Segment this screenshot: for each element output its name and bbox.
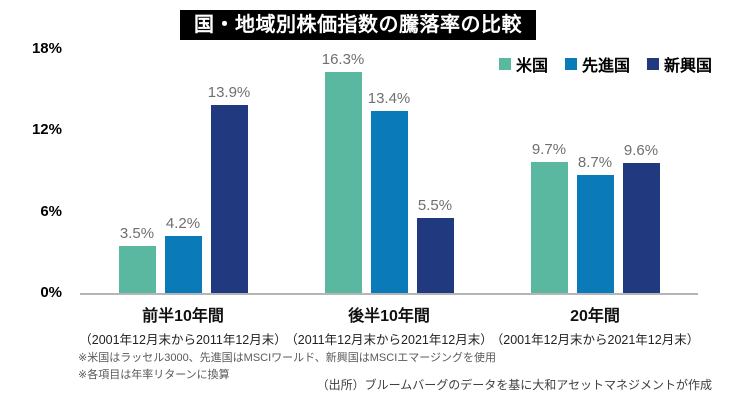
bar-value-label: 9.6% <box>623 141 659 159</box>
x-axis-label-sub: （2001年12月末から2011年12月末） <box>79 333 287 347</box>
bar-group: 9.7% 8.7% 9.6% 20年間 （2001年12月末から2021年12月末） <box>491 141 699 347</box>
y-axis-tick: 18% <box>31 40 62 57</box>
bar-wrap: 9.7% <box>530 141 568 293</box>
x-axis-label: 20年間 （2001年12月末から2021年12月末） <box>491 302 699 348</box>
bar-value-label: 4.2% <box>165 215 201 233</box>
bar-新興国 <box>210 104 248 293</box>
bar-wrap: 9.6% <box>622 142 660 293</box>
y-axis-tick: 12% <box>31 121 62 139</box>
x-axis-label-sub: （2001年12月末から2021年12月末） <box>490 333 700 347</box>
bar-先進国 <box>576 175 614 293</box>
chart-title: 国・地域別株価指数の騰落率の比較 <box>180 10 536 40</box>
bar-米国 <box>530 161 568 293</box>
x-axis-label: 後半10年間 （2011年12月末から2021年12月末） <box>285 302 493 348</box>
bar-米国 <box>118 245 156 293</box>
bar-value-label: 16.3% <box>321 51 365 69</box>
legend-item: 米国 <box>498 52 548 76</box>
bar-value-label: 3.5% <box>119 224 155 242</box>
bar-value-label: 8.7% <box>577 154 613 172</box>
legend-label: 新興国 <box>663 58 712 75</box>
bar-value-label: 5.5% <box>417 197 453 215</box>
bar-wrap: 8.7% <box>576 154 614 293</box>
bar-wrap: 16.3% <box>322 51 364 293</box>
bar-wrap: 4.2% <box>164 215 202 293</box>
footnote-line: ※各項目は年率リターンに換算 <box>78 368 230 381</box>
bar-新興国 <box>416 218 454 293</box>
bar-新興国 <box>622 162 660 293</box>
bar-value-label: 9.7% <box>531 140 567 158</box>
bar-wrap: 13.4% <box>368 90 410 293</box>
footnotes: ※米国はラッセル3000、先進国はMSCIワールド、新興国はMSCIエマージング… <box>78 350 496 383</box>
bar-value-label: 13.4% <box>367 90 411 108</box>
bar-米国 <box>324 72 362 293</box>
legend-swatch <box>564 58 577 70</box>
bar-wrap: 3.5% <box>118 225 156 293</box>
bar-wrap: 5.5% <box>416 197 454 293</box>
legend-item: 新興国 <box>646 52 712 76</box>
plot-area: 3.5% 4.2% 13.9% 前半10年間 （2001年12月末から2011年12月末… <box>79 49 699 347</box>
x-axis-label-main: 前半10年間 <box>142 308 224 325</box>
y-axis-tick: 0% <box>40 284 62 301</box>
x-axis-label-sub: （2011年12月末から2021年12月末） <box>285 333 493 347</box>
bar-group: 16.3% 13.4% 5.5% 後半10年間 （2011年12月末から2021年12月… <box>285 51 493 347</box>
legend: 米国 先進国 新興国 <box>498 52 712 76</box>
source-note: （出所）ブルームバーグのデータを基に大和アセットマネジメントが作成 <box>316 378 712 392</box>
legend-swatch <box>498 58 511 70</box>
y-axis-tick: 6% <box>40 202 62 220</box>
bar-先進国 <box>164 236 202 293</box>
legend-label: 米国 <box>515 58 548 75</box>
legend-label: 先進国 <box>581 58 630 75</box>
footnote-line: ※米国はラッセル3000、先進国はMSCIワールド、新興国はMSCIエマージング… <box>78 352 497 364</box>
y-axis: 18% 12% 6% 0% <box>0 40 62 301</box>
bar-先進国 <box>370 111 408 293</box>
legend-item: 先進国 <box>564 52 630 76</box>
x-axis-label: 前半10年間 （2001年12月末から2011年12月末） <box>79 302 287 348</box>
x-axis-label-main: 20年間 <box>570 308 620 325</box>
bar-wrap: 13.9% <box>208 84 250 293</box>
legend-swatch <box>646 58 659 70</box>
x-axis-label-main: 後半10年間 <box>348 308 430 325</box>
bar-value-label: 13.9% <box>207 83 251 101</box>
bar-group: 3.5% 4.2% 13.9% 前半10年間 （2001年12月末から2011年12月末… <box>79 84 287 347</box>
